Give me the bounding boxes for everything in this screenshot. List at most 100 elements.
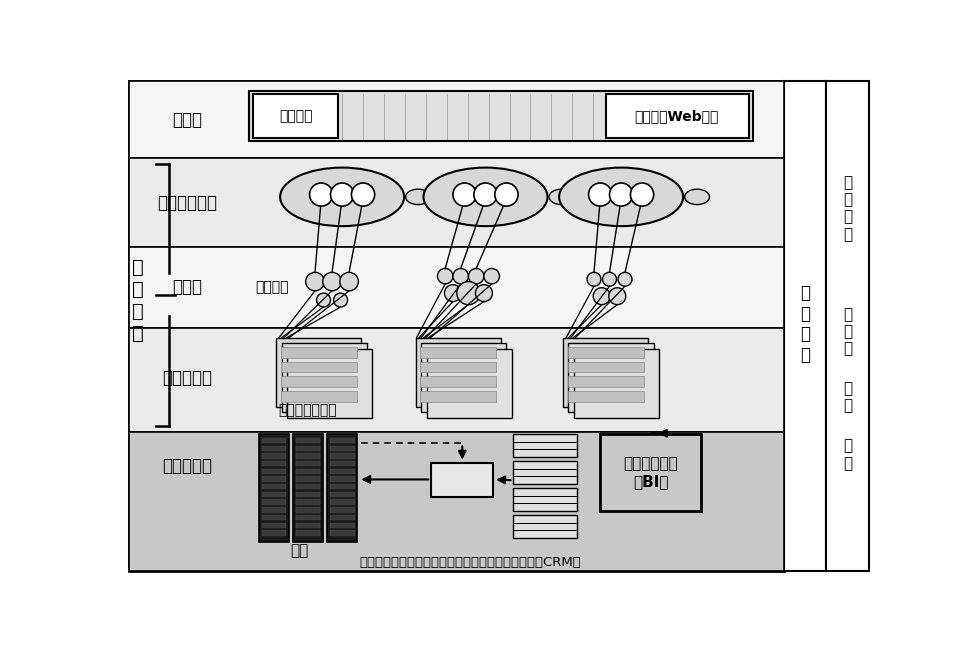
FancyBboxPatch shape	[296, 469, 320, 474]
FancyBboxPatch shape	[567, 391, 643, 402]
FancyBboxPatch shape	[296, 453, 320, 459]
FancyBboxPatch shape	[262, 499, 286, 505]
Circle shape	[484, 269, 499, 284]
Circle shape	[630, 183, 653, 206]
FancyBboxPatch shape	[296, 476, 320, 482]
FancyBboxPatch shape	[281, 376, 357, 387]
FancyBboxPatch shape	[567, 347, 643, 358]
FancyBboxPatch shape	[262, 515, 286, 520]
FancyBboxPatch shape	[296, 484, 320, 490]
FancyBboxPatch shape	[329, 515, 354, 520]
Text: 管
理: 管 理	[843, 381, 852, 413]
Text: 门户网站Web服务: 门户网站Web服务	[634, 109, 718, 123]
FancyBboxPatch shape	[431, 463, 493, 497]
Circle shape	[453, 269, 468, 284]
Circle shape	[453, 183, 476, 206]
Circle shape	[333, 293, 347, 307]
FancyBboxPatch shape	[513, 515, 577, 538]
FancyBboxPatch shape	[420, 376, 496, 387]
Text: 服务层: 服务层	[172, 278, 202, 296]
FancyBboxPatch shape	[259, 434, 289, 542]
FancyBboxPatch shape	[129, 247, 783, 328]
FancyBboxPatch shape	[296, 507, 320, 512]
FancyBboxPatch shape	[281, 343, 366, 412]
Text: 表现层: 表现层	[172, 111, 202, 129]
FancyBboxPatch shape	[513, 434, 577, 457]
FancyBboxPatch shape	[513, 488, 577, 511]
Circle shape	[586, 273, 601, 286]
Circle shape	[475, 285, 492, 302]
Circle shape	[330, 183, 354, 206]
FancyBboxPatch shape	[329, 499, 354, 505]
FancyBboxPatch shape	[276, 338, 361, 407]
FancyBboxPatch shape	[329, 446, 354, 451]
FancyBboxPatch shape	[574, 349, 658, 418]
Circle shape	[351, 183, 374, 206]
FancyBboxPatch shape	[262, 469, 286, 474]
FancyBboxPatch shape	[262, 523, 286, 528]
FancyBboxPatch shape	[567, 362, 643, 373]
FancyBboxPatch shape	[262, 438, 286, 443]
Text: 企业门户: 企业门户	[278, 109, 312, 123]
Circle shape	[609, 287, 625, 305]
FancyBboxPatch shape	[329, 492, 354, 497]
FancyBboxPatch shape	[262, 446, 286, 451]
Text: 综合服务: 综合服务	[256, 280, 289, 294]
Circle shape	[468, 269, 484, 284]
Circle shape	[316, 293, 330, 307]
Circle shape	[474, 183, 496, 206]
FancyBboxPatch shape	[420, 347, 496, 358]
FancyBboxPatch shape	[296, 530, 320, 536]
FancyBboxPatch shape	[296, 515, 320, 520]
FancyBboxPatch shape	[783, 81, 826, 571]
FancyBboxPatch shape	[420, 362, 496, 373]
FancyBboxPatch shape	[129, 81, 783, 158]
FancyBboxPatch shape	[296, 492, 320, 497]
Circle shape	[323, 273, 341, 291]
Text: 安
全
性: 安 全 性	[843, 307, 852, 357]
Circle shape	[339, 273, 358, 291]
FancyBboxPatch shape	[567, 376, 643, 387]
Text: 集
成
架
构: 集 成 架 构	[799, 284, 809, 364]
FancyBboxPatch shape	[328, 434, 357, 542]
FancyBboxPatch shape	[568, 343, 653, 412]
Circle shape	[305, 273, 324, 291]
Text: 主机: 主机	[290, 543, 308, 557]
FancyBboxPatch shape	[329, 484, 354, 490]
Circle shape	[437, 269, 453, 284]
Text: 业
务
中
台: 业 务 中 台	[133, 258, 144, 343]
FancyBboxPatch shape	[329, 453, 354, 459]
FancyBboxPatch shape	[262, 492, 286, 497]
Text: 项目或企业组件: 项目或企业组件	[278, 403, 336, 417]
Ellipse shape	[280, 167, 404, 226]
Text: 企业组件层: 企业组件层	[162, 369, 212, 387]
Circle shape	[588, 183, 611, 206]
Circle shape	[494, 183, 517, 206]
FancyBboxPatch shape	[253, 94, 338, 138]
FancyBboxPatch shape	[129, 328, 783, 432]
FancyBboxPatch shape	[262, 476, 286, 482]
FancyBboxPatch shape	[262, 530, 286, 536]
Ellipse shape	[423, 167, 547, 226]
Circle shape	[444, 285, 461, 302]
FancyBboxPatch shape	[262, 453, 286, 459]
FancyBboxPatch shape	[281, 362, 357, 373]
FancyBboxPatch shape	[262, 507, 286, 512]
Circle shape	[309, 183, 332, 206]
Text: 业务智能处理
（BI）: 业务智能处理 （BI）	[622, 456, 677, 489]
FancyBboxPatch shape	[329, 461, 354, 466]
FancyBboxPatch shape	[296, 461, 320, 466]
Ellipse shape	[558, 167, 682, 226]
FancyBboxPatch shape	[600, 434, 701, 511]
FancyBboxPatch shape	[605, 94, 748, 138]
FancyBboxPatch shape	[281, 347, 357, 358]
Ellipse shape	[405, 189, 430, 205]
FancyBboxPatch shape	[281, 391, 357, 402]
Circle shape	[609, 183, 632, 206]
FancyBboxPatch shape	[296, 446, 320, 451]
Text: 系统软件层: 系统软件层	[162, 457, 212, 475]
Circle shape	[602, 273, 616, 286]
FancyBboxPatch shape	[329, 476, 354, 482]
FancyBboxPatch shape	[287, 349, 372, 418]
FancyBboxPatch shape	[296, 523, 320, 528]
